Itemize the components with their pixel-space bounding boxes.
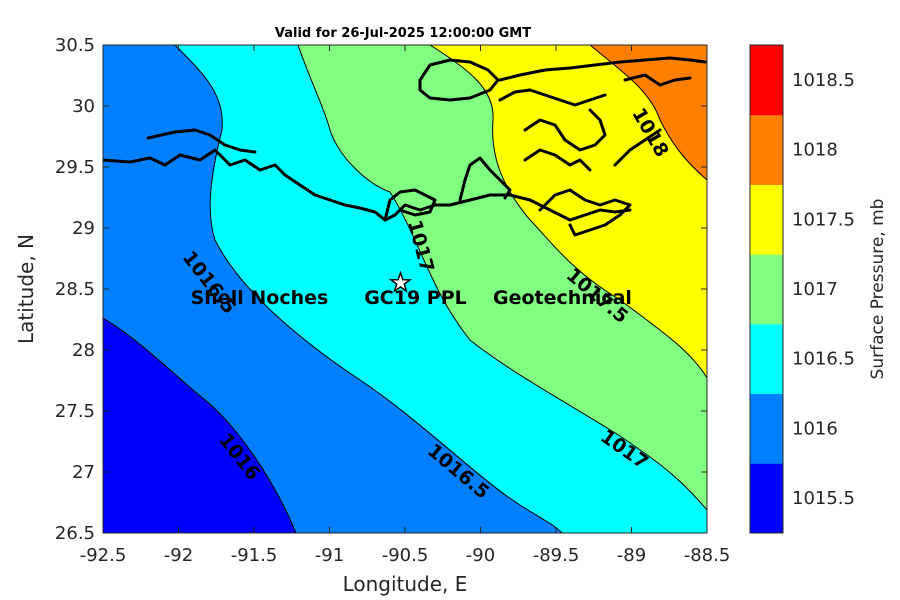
colorbar-tick-label: 1018.5 xyxy=(792,70,855,91)
contour-1017-5 xyxy=(429,45,707,379)
x-tick-label: -92.5 xyxy=(80,545,127,566)
y-tick-label: 30.5 xyxy=(55,35,95,56)
colorbar-ticks: 1015.5 1016 1016.5 1017 1017.5 1018 1018.5 xyxy=(792,70,855,509)
y-tick-label: 29 xyxy=(72,218,95,239)
colorbar-tick-label: 1015.5 xyxy=(792,488,855,509)
colorbar-label: Surface Pressure, mb xyxy=(868,199,888,380)
x-tick-label: -89.5 xyxy=(533,545,580,566)
x-tick-label: -91.5 xyxy=(231,545,278,566)
x-axis-ticks: -92.5 -92 -91.5 -91 -90.5 -90 -89.5 -89 -88.5 xyxy=(80,45,731,566)
y-tick-label: 27 xyxy=(72,462,95,483)
y-tick-label: 26.5 xyxy=(55,523,95,544)
site-label-geotechnical: Geotechnical xyxy=(493,287,632,309)
colorbar-swatches xyxy=(750,45,783,534)
y-tick-label: 27.5 xyxy=(55,401,95,422)
contour-1016-5 xyxy=(174,45,563,533)
colorbar-swatch xyxy=(750,114,783,185)
y-tick-label: 30 xyxy=(72,96,95,117)
contour-1017 xyxy=(297,45,707,511)
y-tick-label: 28 xyxy=(72,340,95,361)
y-tick-label: 29.5 xyxy=(55,157,95,178)
colorbar-swatch xyxy=(750,463,783,534)
colorbar: 1015.5 1016 1016.5 1017 1017.5 1018 1018.5 Sur… xyxy=(749,44,888,534)
x-tick-label: -88.5 xyxy=(684,545,731,566)
colorbar-swatch xyxy=(750,184,783,255)
x-tick-label: -90.5 xyxy=(382,545,429,566)
colorbar-tick-label: 1016.5 xyxy=(792,349,855,370)
colorbar-swatch xyxy=(750,45,783,116)
pressure-bands xyxy=(103,45,707,533)
band-1017-5 xyxy=(430,45,707,378)
colorbar-tick-label: 1016 xyxy=(792,418,838,439)
coastline xyxy=(103,56,707,237)
star-icon xyxy=(388,270,413,293)
site-marker: Shell Noches GC19 PPL Geotechnical xyxy=(191,270,632,309)
colorbar-tick-label: 1017.5 xyxy=(792,209,855,230)
x-tick-label: -90 xyxy=(466,545,495,566)
site-label-gc19-ppl: GC19 PPL xyxy=(364,287,467,309)
site-label-shell-noches: Shell Noches xyxy=(191,287,329,309)
x-tick-label: -92 xyxy=(164,545,193,566)
x-axis-label: Longitude, E xyxy=(343,572,468,596)
y-tick-label: 28.5 xyxy=(55,279,95,300)
contour-1016 xyxy=(103,317,297,533)
y-axis-label: Latitude, N xyxy=(14,234,38,344)
x-tick-label: -89 xyxy=(617,545,646,566)
colorbar-tick-label: 1017 xyxy=(792,279,838,300)
x-tick-label: -91 xyxy=(315,545,344,566)
colorbar-frame xyxy=(749,44,784,534)
colorbar-swatch xyxy=(750,254,783,325)
band-1015-5 xyxy=(103,318,296,533)
contour-1018 xyxy=(589,45,707,181)
figure-title: Valid for 26-Jul-2025 12:00:00 GMT xyxy=(275,26,531,41)
colorbar-tick-label: 1018 xyxy=(792,140,838,161)
colorbar-swatch xyxy=(750,393,783,464)
y-axis-ticks: 26.5 27 27.5 28 28.5 29 29.5 30 30.5 xyxy=(55,35,707,544)
colorbar-swatch xyxy=(750,323,783,395)
